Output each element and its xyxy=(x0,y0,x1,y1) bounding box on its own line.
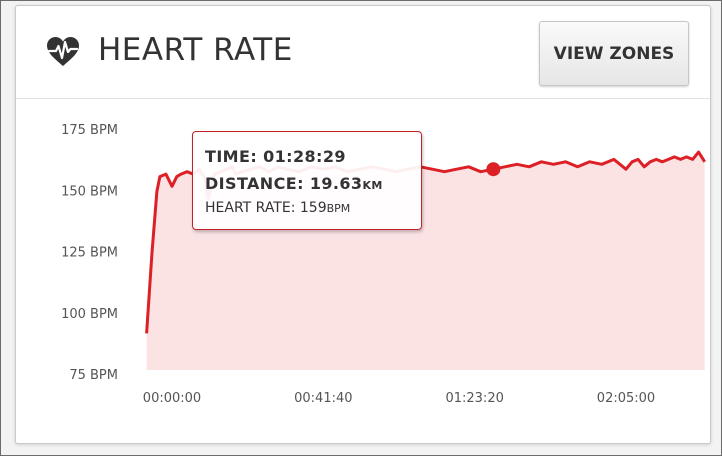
heart-rate-icon xyxy=(47,37,79,66)
tooltip-time: TIME: 01:28:29 xyxy=(205,147,346,166)
x-tick-label: 00:41:40 xyxy=(294,391,352,406)
tooltip-heart-rate: HEART RATE: 159BPM xyxy=(205,200,350,216)
tooltip-hr-value: 159 xyxy=(299,200,327,216)
tooltip-distance-label: DISTANCE: xyxy=(205,174,304,193)
data-point-tooltip: TIME: 01:28:29 DISTANCE: 19.63KM HEART R… xyxy=(192,131,422,230)
card-title: HEART RATE xyxy=(98,32,293,68)
y-tick-label: 75 BPM xyxy=(69,368,118,383)
x-tick-label: 00:00:00 xyxy=(143,391,201,406)
x-tick-label: 01:23:20 xyxy=(445,391,503,406)
y-tick-label: 150 BPM xyxy=(61,184,118,199)
tooltip-distance: DISTANCE: 19.63KM xyxy=(205,174,383,193)
highlight-point[interactable] xyxy=(486,162,501,177)
tooltip-distance-unit: KM xyxy=(362,179,383,192)
y-tick-label: 100 BPM xyxy=(61,307,118,322)
card-header: HEART RATE VIEW ZONES xyxy=(16,6,710,99)
x-tick-label: 02:05:00 xyxy=(597,391,655,406)
tooltip-time-value: 01:28:29 xyxy=(263,147,346,166)
tooltip-distance-value: 19.63 xyxy=(309,174,363,193)
tooltip-hr-unit: BPM xyxy=(326,202,351,215)
tooltip-time-label: TIME: xyxy=(205,147,258,166)
y-tick-label: 175 BPM xyxy=(61,123,118,138)
y-tick-label: 125 BPM xyxy=(61,246,118,261)
view-zones-button[interactable]: VIEW ZONES xyxy=(539,21,689,86)
tooltip-hr-label: HEART RATE: xyxy=(205,200,296,216)
